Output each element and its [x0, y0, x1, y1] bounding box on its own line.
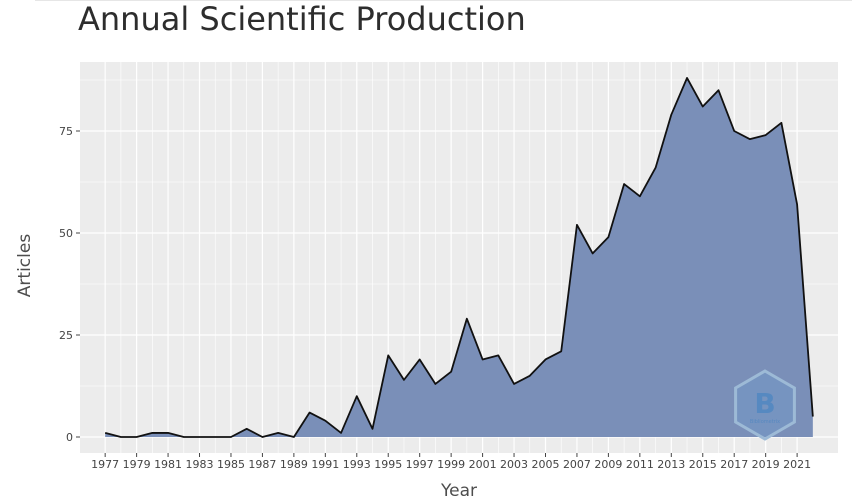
y-tick-label: 50	[59, 227, 73, 240]
area-fill	[105, 77, 813, 438]
x-axis: 1977 1979 1981 1983 1985 1987 1989 1991 1993 1995…	[91, 453, 811, 471]
data-point-2004	[529, 375, 531, 377]
data-point-2009	[607, 236, 609, 238]
data-point-1991	[324, 420, 326, 422]
logo-text: Bibliometrix	[750, 419, 780, 425]
x-tick-label: 1985	[217, 458, 245, 471]
x-tick-label: 2011	[626, 458, 654, 471]
data-point-1984	[214, 436, 216, 438]
y-tick-label: 25	[59, 329, 73, 342]
data-point-1998	[434, 383, 436, 385]
data-point-2012	[655, 167, 657, 169]
data-point-1994	[372, 428, 374, 430]
x-tick-label: 2001	[469, 458, 497, 471]
logo-glyph: B	[754, 387, 775, 420]
data-point-1995	[387, 354, 389, 356]
data-point-2003	[513, 383, 515, 385]
data-point-1993	[356, 395, 358, 397]
data-point-2011	[639, 195, 641, 197]
data-point-1987	[261, 436, 263, 438]
data-point-2008	[592, 252, 594, 254]
x-tick-label: 1987	[248, 458, 276, 471]
data-point-2018	[749, 138, 751, 140]
data-point-1996	[403, 379, 405, 381]
series-line	[104, 77, 814, 438]
data-point-2020	[780, 122, 782, 124]
y-axis-title: Articles	[15, 234, 35, 298]
data-point-2016	[717, 89, 719, 91]
top-border	[35, 0, 852, 1]
data-point-1997	[419, 358, 421, 360]
x-tick-label: 2003	[500, 458, 528, 471]
data-point-1986	[246, 428, 248, 430]
x-tick-label: 2009	[594, 458, 622, 471]
x-tick-label: 1989	[280, 458, 308, 471]
y-tick-label: 75	[59, 125, 73, 138]
x-tick-label: 2007	[563, 458, 591, 471]
x-tick-label: 2021	[783, 458, 811, 471]
chart-title: Annual Scientific Production	[78, 0, 526, 38]
x-tick-label: 2017	[720, 458, 748, 471]
data-point-2002	[497, 354, 499, 356]
data-point-1988	[277, 432, 279, 434]
x-tick-label: 2015	[689, 458, 717, 471]
data-point-2006	[560, 350, 562, 352]
data-point-1980	[151, 432, 153, 434]
data-point-2007	[576, 224, 578, 226]
x-tick-label: 1977	[91, 458, 119, 471]
data-point-2001	[482, 358, 484, 360]
data-point-2005	[544, 358, 546, 360]
data-point-1979	[136, 436, 138, 438]
data-point-1985	[230, 436, 232, 438]
x-tick-label: 1997	[406, 458, 434, 471]
y-axis: 0 25 50 75	[59, 125, 80, 444]
x-tick-label: 1983	[186, 458, 214, 471]
data-point-2014	[686, 77, 688, 79]
y-tick-label: 0	[66, 431, 73, 444]
data-point-2015	[702, 106, 704, 108]
data-point-2019	[765, 134, 767, 136]
data-point-2017	[733, 130, 735, 132]
data-point-1977	[104, 432, 106, 434]
x-tick-label: 1991	[311, 458, 339, 471]
data-point-1999	[450, 371, 452, 373]
data-point-1989	[293, 436, 295, 438]
x-tick-label: 2005	[531, 458, 559, 471]
data-point-1983	[199, 436, 201, 438]
data-point-2010	[623, 183, 625, 185]
data-point-2022	[812, 416, 814, 418]
x-tick-label: 1995	[374, 458, 402, 471]
data-point-1990	[309, 412, 311, 414]
x-tick-label: 1999	[437, 458, 465, 471]
data-point-2021	[796, 203, 798, 205]
bibliometrix-logo: B Bibliometrix	[734, 369, 796, 441]
x-axis-title: Year	[440, 481, 477, 500]
x-tick-label: 1981	[154, 458, 182, 471]
data-point-1978	[120, 436, 122, 438]
x-tick-label: 1993	[343, 458, 371, 471]
x-tick-label: 2013	[657, 458, 685, 471]
x-tick-label: 2019	[752, 458, 780, 471]
data-point-2000	[466, 318, 468, 320]
x-tick-label: 1979	[123, 458, 151, 471]
data-point-1981	[167, 432, 169, 434]
data-point-1982	[183, 436, 185, 438]
data-point-1992	[340, 432, 342, 434]
data-point-2013	[670, 114, 672, 116]
